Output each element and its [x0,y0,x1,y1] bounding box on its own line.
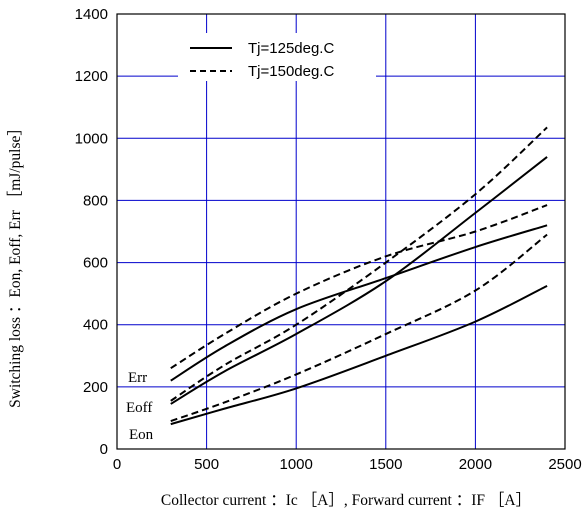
y-axis-title: Switching loss ：Eon, Eoff, Err ［mJ/pulse… [6,120,24,408]
x-tick-label: 0 [113,456,121,473]
curve-label-eon: Eon [129,427,154,443]
series-err-tj125-line [170,224,548,382]
tick-labels: 0 500 1000 1500 2000 2500 0 200 400 600 800 1000 120… [75,6,582,473]
series-err-tj150-line [170,204,548,370]
y-tick-label: 1200 [75,68,108,85]
y-tick-label: 1400 [75,6,108,23]
y-tick-label: 200 [83,379,108,396]
legend-background [178,33,376,81]
x-tick-label: 2000 [459,456,492,473]
curve-label-err: Err [128,370,147,386]
x-axis-title: Collector current ：Ic ［A］, Forward curre… [161,491,531,509]
series-eoff-tj125-line [170,156,548,405]
x-tick-label: 1500 [369,456,402,473]
y-tick-label: 0 [100,441,108,458]
x-tick-label: 1000 [280,456,313,473]
x-tick-label: 500 [194,456,219,473]
plot-frame [116,13,566,450]
series-eoff-tj150-line [170,126,548,402]
series-eon-tj125-line [170,284,548,426]
legend-label-tj150: Tj=150deg.C [248,63,334,80]
series-eon-tj150-line [170,233,548,422]
curve-label-eoff: Eoff [126,400,152,416]
y-tick-label: 400 [83,317,108,334]
legend-label-tj125: Tj=125deg.C [248,40,334,57]
legend: Tj=125deg.C Tj=150deg.C [178,33,376,81]
curves [170,126,548,426]
y-tick-label: 800 [83,192,108,209]
y-tick-label: 600 [83,255,108,272]
y-tick-label: 1000 [75,130,108,147]
x-tick-label: 2500 [548,456,581,473]
